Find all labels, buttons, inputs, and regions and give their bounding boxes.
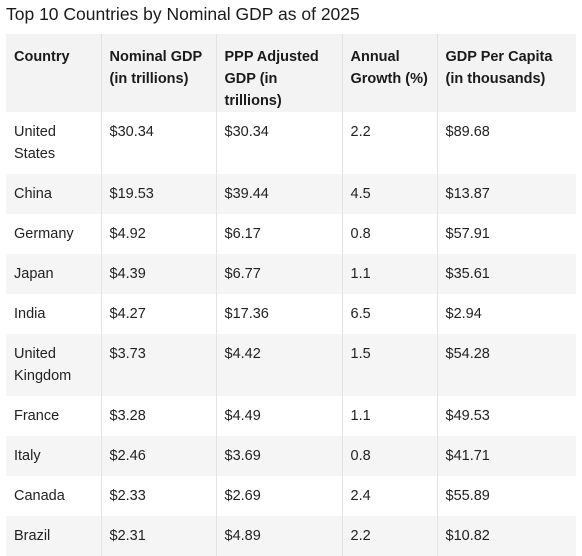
cell-gdp-per-capita: $41.71 bbox=[436, 436, 576, 476]
cell-annual-growth: 2.4 bbox=[341, 476, 437, 516]
cell-ppp-gdp: $4.89 bbox=[215, 516, 342, 556]
table-title: Top 10 Countries by Nominal GDP as of 20… bbox=[6, 4, 360, 24]
cell-country: China bbox=[14, 186, 52, 202]
cell-ppp-gdp: $4.49 bbox=[215, 396, 342, 436]
cell-gdp-per-capita: $10.82 bbox=[436, 516, 576, 556]
cell-annual-growth: 2.2 bbox=[341, 112, 437, 174]
header-country: Country bbox=[6, 34, 101, 112]
cell-nominal-gdp: $4.92 bbox=[100, 214, 216, 254]
cell-country: United Kingdom bbox=[14, 346, 72, 384]
cell-nominal-gdp: $3.28 bbox=[100, 396, 216, 436]
cell-nominal-gdp: $4.39 bbox=[100, 254, 216, 294]
cell-country: Germany bbox=[14, 226, 74, 242]
cell-annual-growth: 1.5 bbox=[341, 334, 437, 396]
table-row: France $3.28 $4.49 1.1 $49.53 bbox=[6, 396, 576, 436]
table-row: Canada $2.33 $2.69 2.4 $55.89 bbox=[6, 476, 576, 516]
cell-country: France bbox=[14, 408, 60, 424]
cell-nominal-gdp: $2.33 bbox=[100, 476, 216, 516]
cell-country: India bbox=[14, 306, 46, 322]
cell-nominal-gdp: $30.34 bbox=[100, 112, 216, 174]
table-header: Country Nominal GDP (in trillions) PPP A… bbox=[6, 34, 576, 112]
cell-gdp-per-capita: $2.94 bbox=[436, 294, 576, 334]
cell-country: Italy bbox=[14, 448, 41, 464]
cell-gdp-per-capita: $89.68 bbox=[436, 112, 576, 174]
cell-ppp-gdp: $39.44 bbox=[215, 174, 342, 214]
cell-annual-growth: 0.8 bbox=[341, 214, 437, 254]
cell-nominal-gdp: $2.31 bbox=[100, 516, 216, 556]
header-annual-growth: Annual Growth (%) bbox=[341, 34, 437, 112]
cell-country: Japan bbox=[14, 266, 54, 282]
table-row: Germany $4.92 $6.17 0.8 $57.91 bbox=[6, 214, 576, 254]
cell-gdp-per-capita: $49.53 bbox=[436, 396, 576, 436]
cell-ppp-gdp: $6.17 bbox=[215, 214, 342, 254]
table-row: United States $30.34 $30.34 2.2 $89.68 bbox=[6, 112, 576, 174]
cell-annual-growth: 2.2 bbox=[341, 516, 437, 556]
cell-country: United States bbox=[14, 124, 56, 162]
cell-ppp-gdp: $2.69 bbox=[215, 476, 342, 516]
cell-nominal-gdp: $19.53 bbox=[100, 174, 216, 214]
table-row: India $4.27 $17.36 6.5 $2.94 bbox=[6, 294, 576, 334]
header-gdp-per-capita: GDP Per Capita (in thousands) bbox=[436, 34, 576, 112]
table-row: Brazil $2.31 $4.89 2.2 $10.82 bbox=[6, 516, 576, 556]
cell-annual-growth: 1.1 bbox=[341, 254, 437, 294]
cell-nominal-gdp: $2.46 bbox=[100, 436, 216, 476]
header-ppp-gdp: PPP Adjusted GDP (in trillions) bbox=[215, 34, 342, 112]
table-row: China $19.53 $39.44 4.5 $13.87 bbox=[6, 174, 576, 214]
cell-nominal-gdp: $3.73 bbox=[100, 334, 216, 396]
gdp-table: Country Nominal GDP (in trillions) PPP A… bbox=[6, 34, 576, 556]
cell-annual-growth: 1.1 bbox=[341, 396, 437, 436]
cell-ppp-gdp: $30.34 bbox=[215, 112, 342, 174]
cell-ppp-gdp: $6.77 bbox=[215, 254, 342, 294]
cell-annual-growth: 6.5 bbox=[341, 294, 437, 334]
header-row: Country Nominal GDP (in trillions) PPP A… bbox=[6, 34, 576, 112]
table-row: United Kingdom $3.73 $4.42 1.5 $54.28 bbox=[6, 334, 576, 396]
cell-ppp-gdp: $4.42 bbox=[215, 334, 342, 396]
cell-ppp-gdp: $3.69 bbox=[215, 436, 342, 476]
cell-country: Canada bbox=[14, 488, 65, 504]
cell-gdp-per-capita: $57.91 bbox=[436, 214, 576, 254]
cell-ppp-gdp: $17.36 bbox=[215, 294, 342, 334]
table-row: Japan $4.39 $6.77 1.1 $35.61 bbox=[6, 254, 576, 294]
cell-gdp-per-capita: $54.28 bbox=[436, 334, 576, 396]
cell-annual-growth: 0.8 bbox=[341, 436, 437, 476]
cell-gdp-per-capita: $13.87 bbox=[436, 174, 576, 214]
table-row: Italy $2.46 $3.69 0.8 $41.71 bbox=[6, 436, 576, 476]
cell-annual-growth: 4.5 bbox=[341, 174, 437, 214]
header-nominal-gdp: Nominal GDP (in trillions) bbox=[100, 34, 216, 112]
cell-gdp-per-capita: $55.89 bbox=[436, 476, 576, 516]
cell-gdp-per-capita: $35.61 bbox=[436, 254, 576, 294]
table-body: United States $30.34 $30.34 2.2 $89.68 C… bbox=[6, 112, 576, 556]
cell-nominal-gdp: $4.27 bbox=[100, 294, 216, 334]
cell-country: Brazil bbox=[14, 528, 51, 544]
